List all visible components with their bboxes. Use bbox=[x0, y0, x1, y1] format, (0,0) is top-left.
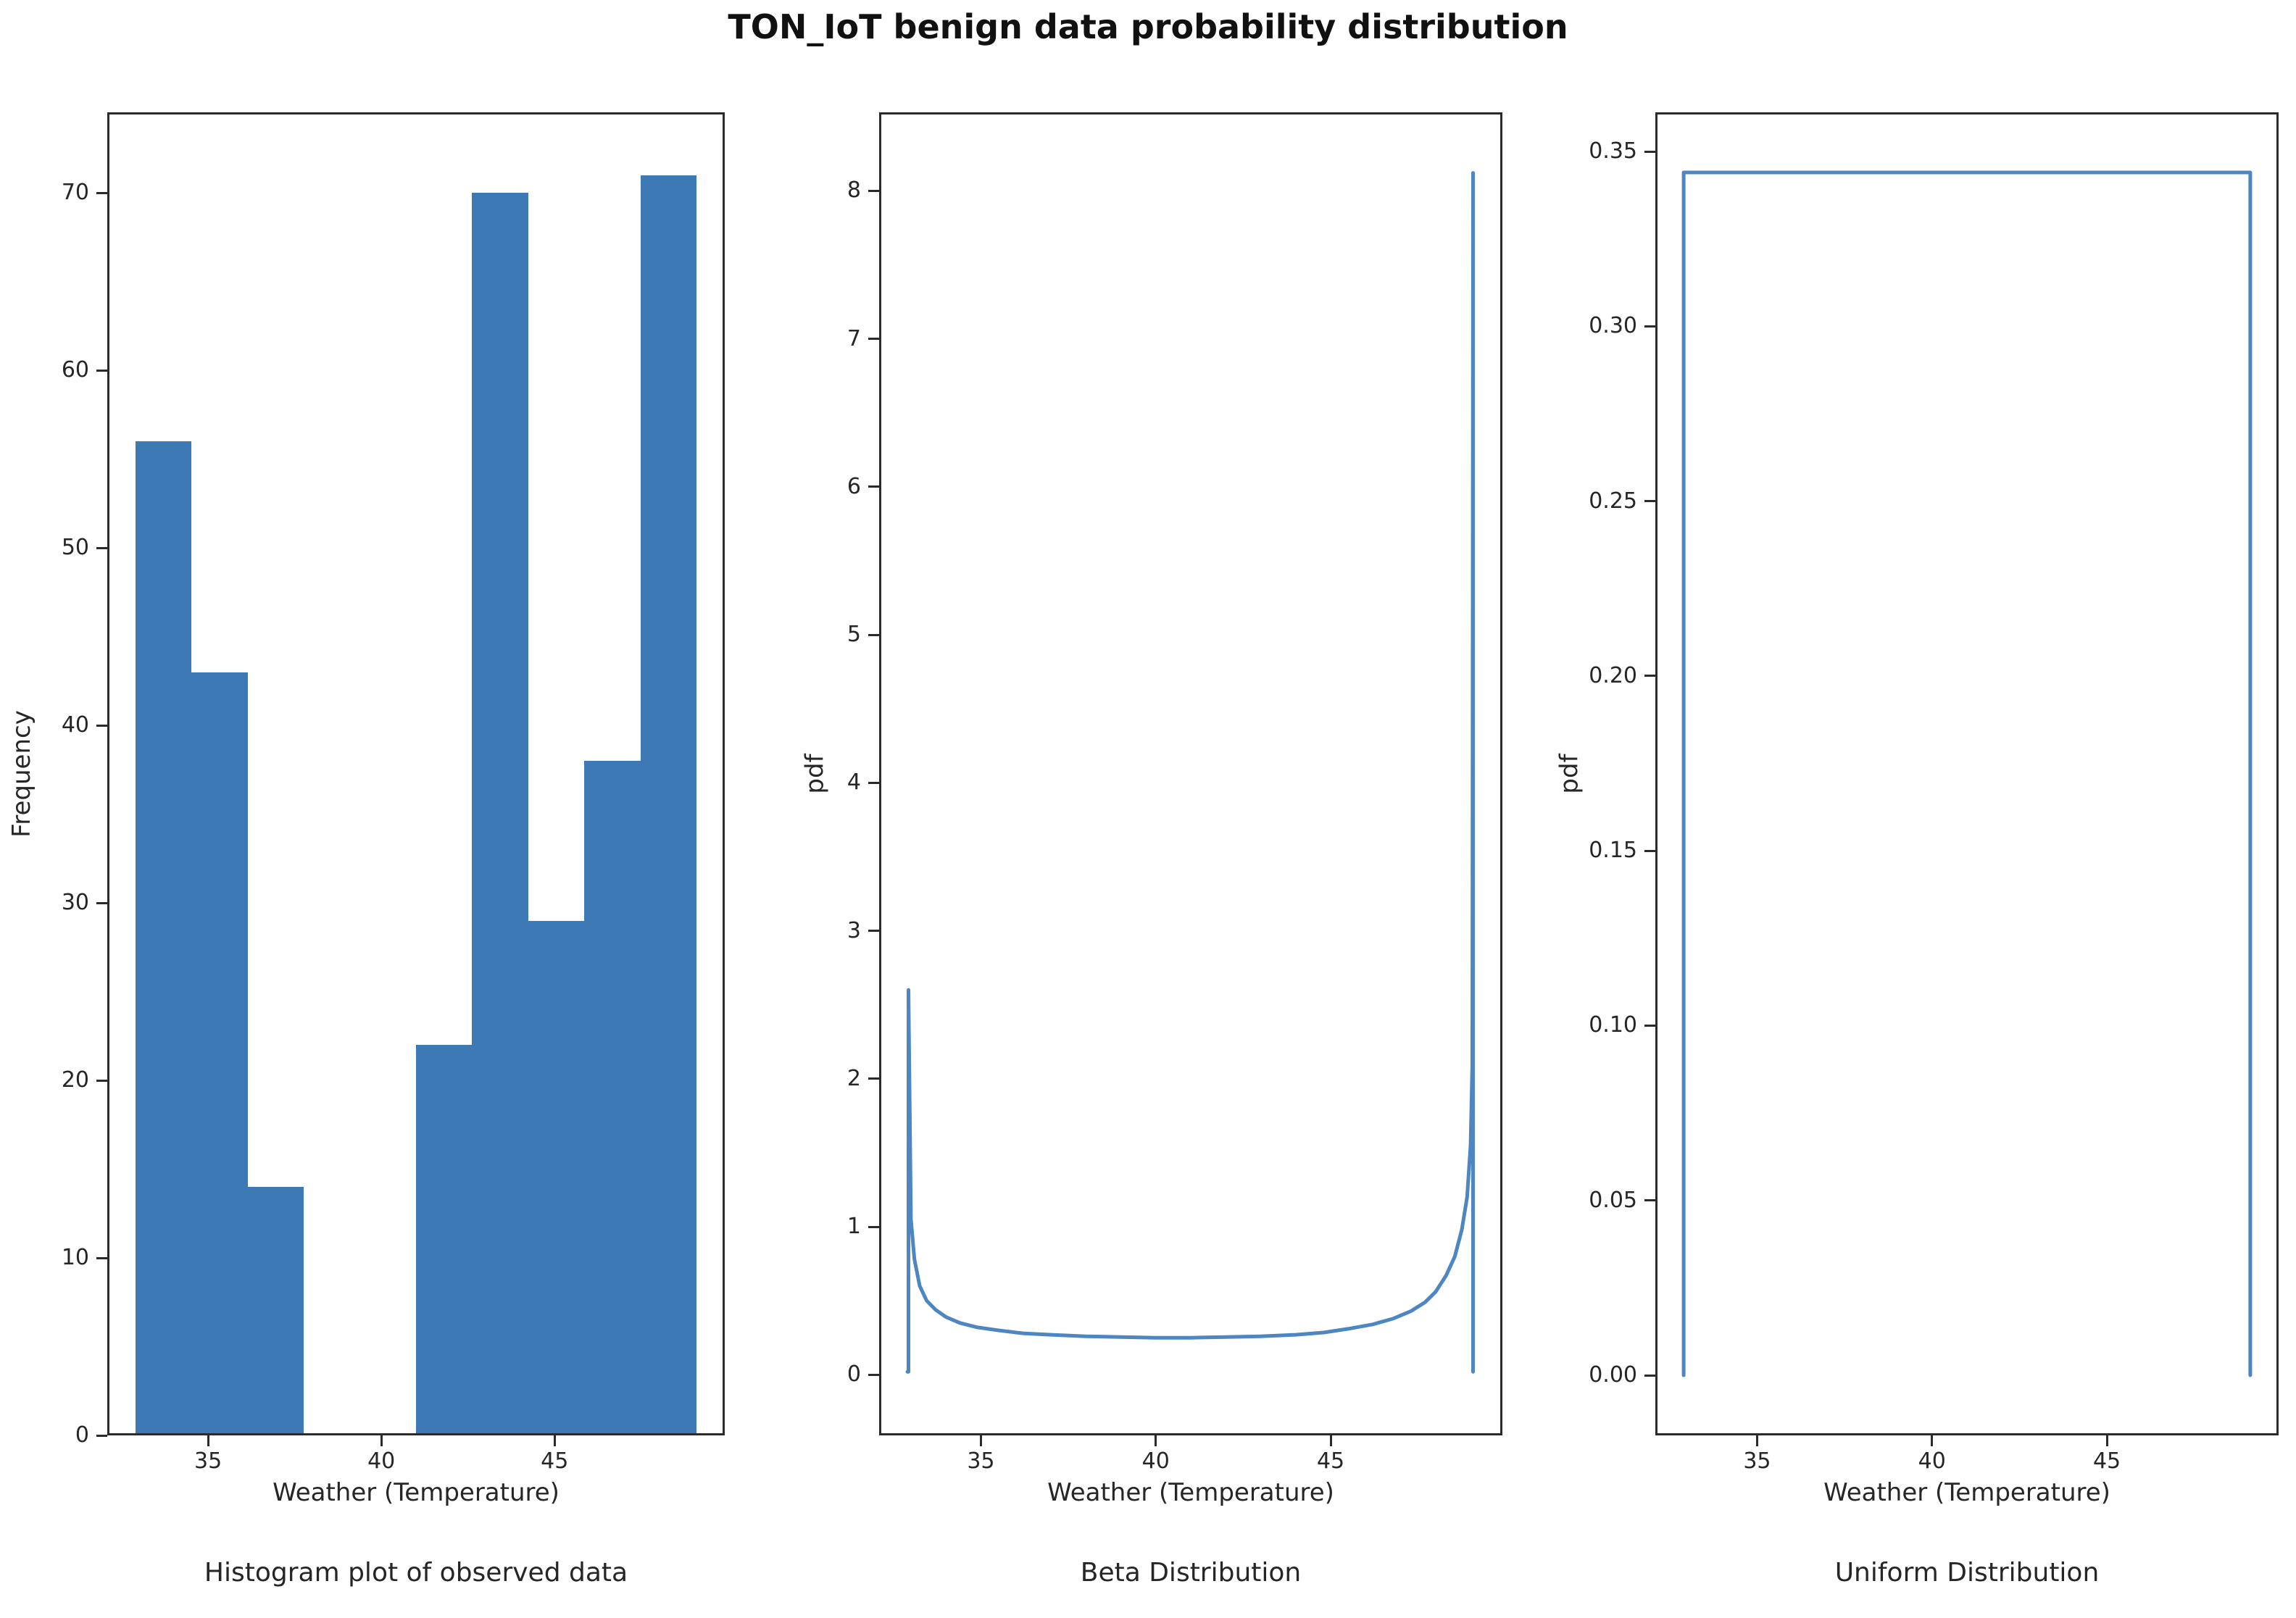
y-tick-mark bbox=[1644, 1374, 1655, 1377]
y-tick-label: 0.35 bbox=[1589, 138, 1637, 164]
histogram-bar bbox=[191, 672, 248, 1435]
subplot-caption: Histogram plot of observed data bbox=[204, 1558, 628, 1588]
y-tick-label: 2 bbox=[847, 1065, 861, 1091]
histogram-bar bbox=[528, 920, 585, 1435]
y-tick-mark bbox=[868, 781, 879, 784]
beta-plot-area: 35 40 45 0 1 2 3 4 5 6 7 8 bbox=[847, 112, 1502, 1474]
y-tick-label: 0.05 bbox=[1589, 1187, 1637, 1213]
x-tick-mark bbox=[1755, 1435, 1758, 1446]
histogram-bar bbox=[640, 175, 697, 1435]
subplot-caption: Uniform Distribution bbox=[1834, 1558, 2100, 1588]
y-tick-label: 0.10 bbox=[1589, 1012, 1637, 1038]
x-tick-label: 45 bbox=[541, 1448, 569, 1474]
histogram-bar bbox=[416, 1045, 473, 1435]
x-tick-label: 35 bbox=[194, 1448, 222, 1474]
y-tick-label: 0.30 bbox=[1589, 313, 1637, 339]
beta-pdf-curve bbox=[905, 171, 1475, 1374]
subplot-caption: Beta Distribution bbox=[1080, 1558, 1302, 1588]
y-tick-label: 0 bbox=[75, 1422, 89, 1448]
y-tick-label: 1 bbox=[847, 1214, 861, 1239]
y-axis-label: pdf bbox=[801, 754, 831, 794]
y-tick-mark bbox=[96, 724, 107, 727]
y-tick-label: 20 bbox=[61, 1067, 89, 1093]
uniform-plot-area: 35 40 45 0.00 0.05 0.10 0.15 0.20 0.25 0.30 0.35 bbox=[1589, 112, 2279, 1474]
y-tick-label: 40 bbox=[61, 712, 89, 738]
x-tick-mark bbox=[2105, 1435, 2108, 1446]
x-tick-mark bbox=[207, 1435, 209, 1446]
y-tick-label: 3 bbox=[847, 917, 861, 943]
y-tick-mark bbox=[1644, 325, 1655, 328]
y-axis-label: Frequency bbox=[7, 710, 36, 838]
y-tick-mark bbox=[96, 1434, 107, 1437]
y-tick-mark bbox=[868, 1373, 879, 1376]
y-tick-label: 0.15 bbox=[1589, 838, 1637, 864]
y-tick-label: 10 bbox=[61, 1245, 89, 1271]
y-tick-mark bbox=[96, 901, 107, 904]
y-tick-label: 50 bbox=[61, 535, 89, 561]
histogram-plot-area: 35 40 45 0 10 20 30 40 50 60 70 bbox=[62, 112, 725, 1474]
x-tick-mark bbox=[553, 1435, 556, 1446]
histogram-bar bbox=[472, 193, 528, 1435]
y-tick-label: 30 bbox=[61, 890, 89, 916]
x-tick-mark bbox=[1329, 1435, 1332, 1446]
y-tick-mark bbox=[96, 191, 107, 194]
x-tick-label: 35 bbox=[1743, 1448, 1771, 1474]
x-axis-label: Weather (Temperature) bbox=[1823, 1478, 2110, 1507]
y-tick-mark bbox=[96, 546, 107, 549]
y-tick-mark bbox=[868, 189, 879, 192]
x-axis-label: Weather (Temperature) bbox=[273, 1478, 560, 1507]
y-tick-mark bbox=[868, 338, 879, 340]
y-tick-mark bbox=[868, 1225, 879, 1228]
y-tick-mark bbox=[1644, 849, 1655, 852]
x-tick-label: 45 bbox=[1316, 1448, 1345, 1474]
y-tick-mark bbox=[1644, 1199, 1655, 1202]
y-tick-mark bbox=[1644, 675, 1655, 677]
y-tick-label: 7 bbox=[847, 325, 861, 351]
figure-title: TON_IoT benign data probability distribu… bbox=[728, 7, 1568, 46]
x-tick-label: 40 bbox=[1918, 1448, 1946, 1474]
x-tick-mark bbox=[380, 1435, 383, 1446]
y-tick-label: 8 bbox=[847, 178, 861, 204]
x-tick-mark bbox=[1155, 1435, 1157, 1446]
x-tick-label: 40 bbox=[1141, 1448, 1170, 1474]
y-tick-label: 0.20 bbox=[1589, 662, 1637, 688]
y-tick-label: 0.25 bbox=[1589, 488, 1637, 514]
y-tick-mark bbox=[868, 633, 879, 636]
y-tick-mark bbox=[96, 1256, 107, 1259]
y-tick-mark bbox=[1644, 500, 1655, 503]
y-tick-label: 70 bbox=[61, 180, 89, 206]
x-tick-label: 45 bbox=[2092, 1448, 2121, 1474]
y-tick-label: 0.00 bbox=[1589, 1362, 1637, 1388]
y-tick-mark bbox=[96, 369, 107, 372]
y-tick-label: 0 bbox=[847, 1361, 861, 1388]
histogram-bar bbox=[584, 761, 641, 1435]
y-tick-label: 4 bbox=[847, 770, 861, 796]
y-tick-label: 5 bbox=[847, 622, 861, 647]
y-tick-mark bbox=[1644, 150, 1655, 153]
y-tick-mark bbox=[868, 1077, 879, 1080]
y-tick-label: 60 bbox=[61, 357, 89, 383]
x-tick-label: 40 bbox=[367, 1448, 396, 1474]
uniform-pdf-curve bbox=[1681, 170, 2253, 1377]
y-tick-mark bbox=[96, 1079, 107, 1082]
x-tick-mark bbox=[979, 1435, 982, 1446]
y-axis-label: pdf bbox=[1555, 754, 1585, 794]
x-axis-label: Weather (Temperature) bbox=[1047, 1478, 1334, 1507]
y-tick-mark bbox=[868, 485, 879, 488]
histogram-bar bbox=[247, 1187, 304, 1435]
x-tick-label: 35 bbox=[967, 1448, 995, 1474]
y-tick-mark bbox=[1644, 1024, 1655, 1027]
y-tick-mark bbox=[868, 930, 879, 932]
x-tick-mark bbox=[1931, 1435, 1934, 1446]
y-tick-label: 6 bbox=[847, 473, 861, 499]
histogram-bar bbox=[135, 441, 192, 1435]
